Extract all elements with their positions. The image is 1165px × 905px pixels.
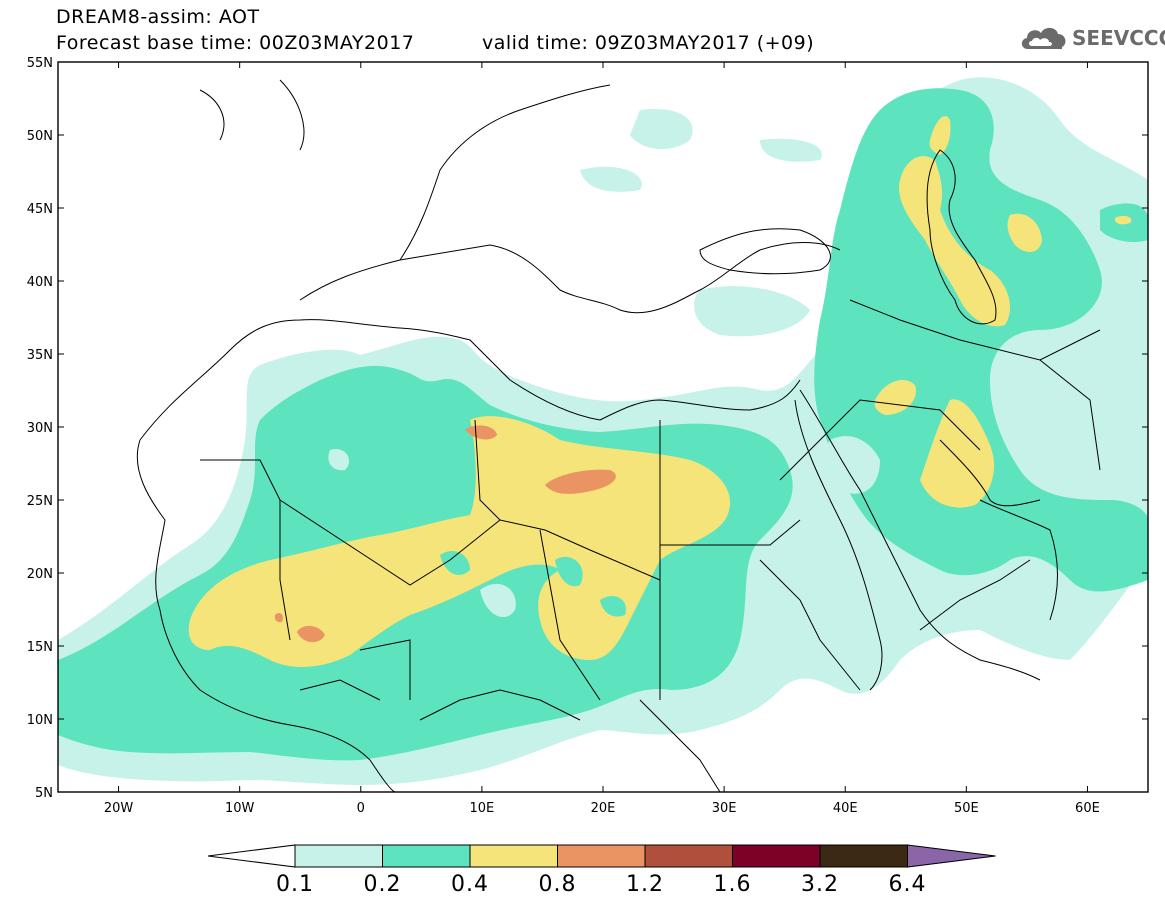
lat-tick-label: 10N [27,713,53,728]
colorbar-swatch [557,844,646,868]
colorbar-swatch [469,844,558,868]
lon-tick-label: 50E [954,801,979,816]
colorbar-low-arrow [207,844,296,868]
cloud-icon [1021,27,1066,49]
colorbar-label: 6.4 [888,872,927,897]
lon-tick-label: 10E [470,801,495,816]
colorbar-swatch [819,844,908,868]
lat-tick-label: 30N [27,421,53,436]
lon-tick-label: 60E [1075,801,1100,816]
colorbar-label: 3.2 [801,872,839,897]
forecast-base-time: Forecast base time: 00Z03MAY2017 [56,32,415,54]
lat-tick-label: 45N [27,202,53,217]
aot-field [58,77,1148,792]
colorbar-label: 0.2 [363,872,402,897]
colorbar-label: 1.2 [626,872,664,897]
logo-text: SEEVCCC [1072,26,1165,50]
colorbar-label: 0.8 [538,872,577,897]
aot-map: 55N 50N 45N 40N 35N 30N 25N 20N 15N 10N 5N 20W 10W 0… [27,56,1149,816]
lat-tick-label: 50N [27,129,53,144]
lat-tick-label: 55N [27,56,53,71]
lon-tick-label: 0 [357,801,365,816]
lat-tick-label: 20N [27,567,53,582]
longitude-axis: 20W 10W 0 10E 20E 30E 40E 50E 60E [104,62,1100,816]
seevccc-logo: SEEVCCC [1018,22,1165,56]
lat-tick-label: 25N [27,494,53,509]
colorbar-label: 0.4 [451,872,489,897]
lat-tick-label: 40N [27,275,53,290]
colorbar-swatch [732,844,821,868]
colorbar-swatch [644,844,733,868]
valid-time: valid time: 09Z03MAY2017 (+09) [482,32,815,54]
colorbar-label: 1.6 [713,872,752,897]
lon-tick-label: 20E [591,801,616,816]
colorbar-swatch [294,844,383,868]
lon-tick-label: 20W [104,801,134,816]
lat-tick-label: 35N [27,348,53,363]
colorbar-swatch [382,844,471,868]
map-title: DREAM8-assim: AOT [56,6,260,28]
colorbar [207,844,996,868]
coastlines [136,79,1101,792]
lon-tick-label: 10W [225,801,255,816]
colorbar-label: 0.1 [276,872,314,897]
lon-tick-label: 40E [833,801,858,816]
lat-tick-label: 15N [27,640,53,655]
latitude-axis: 55N 50N 45N 40N 35N 30N 25N 20N 15N 10N 5N [27,56,1148,801]
lat-tick-label: 5N [35,786,53,801]
lon-tick-label: 30E [712,801,737,816]
colorbar-high-arrow [907,844,996,868]
